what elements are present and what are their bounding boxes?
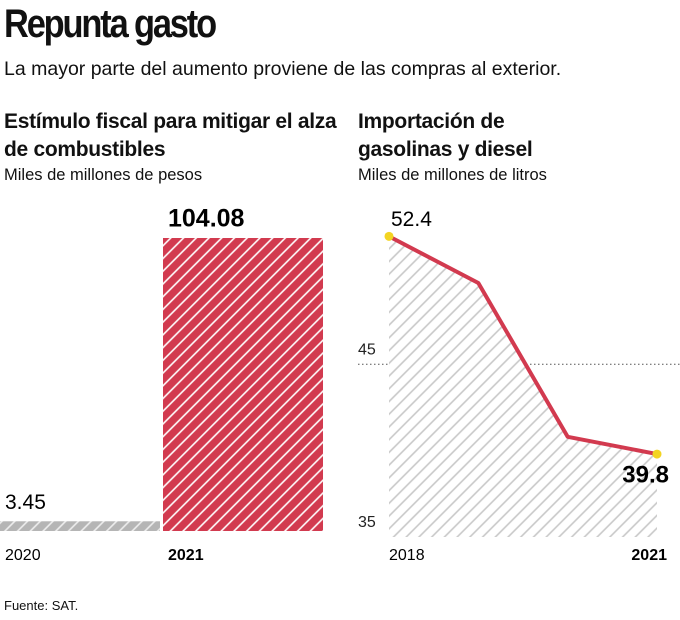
x-tick-label: 2021	[631, 547, 667, 564]
title: Repunta gasto	[4, 2, 217, 46]
bar	[163, 238, 323, 531]
area	[389, 236, 657, 537]
x-tick-label: 2021	[168, 547, 204, 564]
chart-subtitle: Miles de millones de pesos	[4, 166, 203, 184]
point	[652, 449, 662, 459]
y-tick-label: 35	[358, 514, 376, 531]
x-tick-label: 2020	[5, 547, 41, 564]
value-label: 52.4	[391, 208, 432, 231]
value-label: 3.45	[5, 491, 46, 514]
value-label: 39.8	[622, 461, 669, 488]
chart-subtitle: Miles de millones de litros	[358, 166, 547, 184]
line	[388, 234, 658, 457]
subtitle: La mayor parte del aumento proviene de l…	[4, 58, 562, 80]
chart-title: Importación de gasolinas y diesel	[358, 110, 533, 161]
value-label: 104.08	[168, 205, 245, 233]
bar	[0, 521, 160, 531]
x-tick-label: 2018	[389, 547, 425, 564]
y-tick-label: 45	[358, 341, 376, 358]
chart-title: Estímulo fiscal para mitigar el alza de …	[4, 110, 337, 161]
source: Fuente: SAT.	[4, 598, 79, 613]
point	[384, 231, 394, 241]
